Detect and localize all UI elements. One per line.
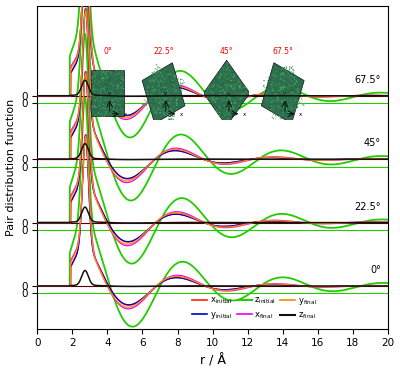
Text: 45°: 45°: [364, 138, 381, 148]
Y-axis label: Pair distribution function: Pair distribution function: [6, 98, 16, 236]
Text: 22.5°: 22.5°: [354, 202, 381, 211]
Text: 67.5°: 67.5°: [354, 75, 381, 85]
Text: 0°: 0°: [370, 265, 381, 275]
X-axis label: r / Å: r / Å: [200, 354, 226, 367]
Legend: x$_{\mathregular{initial}}$, y$_{\mathregular{initial}}$, z$_{\mathregular{initi: x$_{\mathregular{initial}}$, y$_{\mathre…: [189, 292, 320, 325]
